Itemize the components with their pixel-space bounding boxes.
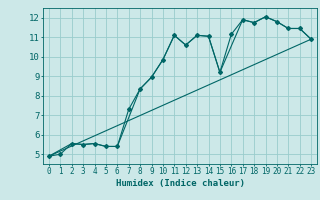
X-axis label: Humidex (Indice chaleur): Humidex (Indice chaleur) [116,179,244,188]
